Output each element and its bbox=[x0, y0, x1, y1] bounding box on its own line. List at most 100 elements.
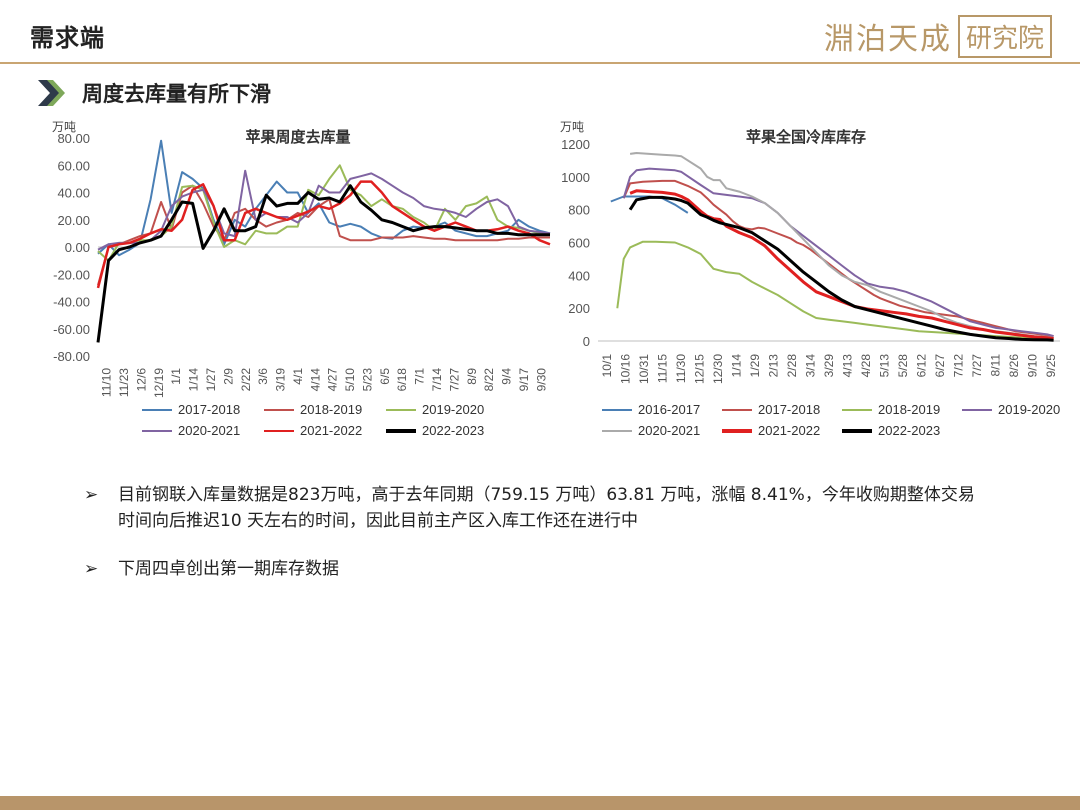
x-tick-label: 4/13 bbox=[840, 354, 854, 378]
x-tick-label: 2/28 bbox=[785, 354, 799, 378]
series-line-2019-2020 bbox=[97, 164, 551, 262]
bullet-item: ➢ 目前钢联入库量数据是823万吨，高于去年同期（759.15 万吨）63.81… bbox=[84, 482, 984, 534]
legend-swatch bbox=[722, 428, 752, 433]
legend-label: 2020-2021 bbox=[638, 423, 701, 438]
legend-item: 2022-2023 bbox=[386, 423, 494, 438]
legend-swatch bbox=[842, 408, 872, 411]
x-tick-label: 1/14 bbox=[187, 368, 201, 392]
x-tick-label: 11/30 bbox=[674, 354, 688, 383]
x-tick-label: 8/9 bbox=[465, 368, 479, 385]
legend-item: 2019-2020 bbox=[386, 402, 494, 417]
series-line-2022-2023 bbox=[96, 184, 550, 343]
legend-label: 2020-2021 bbox=[178, 423, 241, 438]
y-tick-label: 1000 bbox=[561, 170, 590, 185]
legend-item: 2021-2022 bbox=[722, 423, 828, 438]
bullet-arrow-icon: ➢ bbox=[84, 559, 99, 579]
x-tick-label: 7/12 bbox=[951, 354, 965, 378]
bullet-text: 下周四卓创出第一期库存数据 bbox=[118, 559, 339, 579]
y-tick-label: 200 bbox=[568, 301, 590, 316]
y-tick-label: 800 bbox=[568, 203, 590, 218]
legend-swatch bbox=[386, 408, 416, 411]
legend-item: 2019-2020 bbox=[962, 402, 1068, 417]
x-tick-label: 3/29 bbox=[822, 354, 836, 378]
legend-swatch bbox=[264, 429, 294, 432]
x-tick-label: 4/14 bbox=[308, 368, 322, 392]
y-tick-label: 40.00 bbox=[57, 186, 90, 201]
x-tick-label: 6/18 bbox=[395, 368, 409, 392]
y-tick-label: 400 bbox=[568, 268, 590, 283]
y-tick-label: 1200 bbox=[561, 137, 590, 152]
legend-swatch bbox=[602, 429, 632, 432]
x-tick-label: 7/27 bbox=[970, 354, 984, 378]
chart-title: 苹果周度去库量 bbox=[245, 128, 350, 146]
y-tick-label: 0 bbox=[583, 334, 590, 349]
legend-item: 2017-2018 bbox=[722, 402, 828, 417]
legend-label: 2017-2018 bbox=[178, 402, 241, 417]
x-tick-label: 11/10 bbox=[100, 368, 114, 397]
y-tick-label: -20.00 bbox=[53, 267, 90, 282]
legend-swatch bbox=[142, 429, 172, 432]
brand-logo: 淵泊天成 研究院 bbox=[824, 14, 1052, 58]
y-unit-label: 万吨 bbox=[52, 120, 76, 134]
series-line-2022-2023 bbox=[628, 195, 1054, 342]
cold-storage-legend: 2016-2017 2017-2018 2018-2019 2019-2020 2020… bbox=[602, 402, 1068, 438]
section-header: 周度去库量有所下滑 bbox=[38, 78, 271, 108]
x-tick-label: 7/14 bbox=[430, 368, 444, 392]
x-tick-label: 7/27 bbox=[447, 368, 461, 392]
legend-label: 2022-2023 bbox=[422, 423, 485, 438]
x-tick-label: 12/6 bbox=[134, 368, 148, 392]
x-tick-label: 9/10 bbox=[1025, 354, 1039, 378]
legend-swatch bbox=[602, 408, 632, 411]
x-tick-label: 4/1 bbox=[291, 368, 305, 385]
legend-label: 2021-2022 bbox=[758, 423, 821, 438]
header-divider bbox=[0, 62, 1080, 64]
x-tick-label: 9/30 bbox=[534, 368, 548, 392]
x-tick-label: 6/5 bbox=[378, 368, 392, 385]
x-tick-label: 10/1 bbox=[600, 354, 614, 378]
x-tick-label: 10/31 bbox=[637, 354, 651, 384]
y-tick-label: 60.00 bbox=[57, 158, 90, 173]
legend-item: 2017-2018 bbox=[142, 402, 250, 417]
legend-swatch bbox=[962, 408, 992, 411]
x-tick-label: 4/27 bbox=[326, 368, 340, 392]
bullet-list: ➢ 目前钢联入库量数据是823万吨，高于去年同期（759.15 万吨）63.81… bbox=[84, 482, 984, 604]
y-tick-label: 20.00 bbox=[57, 213, 90, 228]
legend-item: 2018-2019 bbox=[842, 402, 948, 417]
legend-swatch bbox=[842, 428, 872, 433]
x-tick-label: 3/19 bbox=[274, 368, 288, 392]
bullet-text: 目前钢联入库量数据是823万吨，高于去年同期（759.15 万吨）63.81 万… bbox=[118, 485, 975, 531]
legend-label: 2018-2019 bbox=[878, 402, 941, 417]
x-tick-label: 11/15 bbox=[656, 354, 670, 383]
legend-item: 2020-2021 bbox=[142, 423, 250, 438]
x-tick-label: 1/1 bbox=[169, 368, 183, 385]
legend-item: 2018-2019 bbox=[264, 402, 372, 417]
legend-item: 2022-2023 bbox=[842, 423, 948, 438]
y-tick-label: 80.00 bbox=[57, 131, 90, 146]
double-chevron-right-icon bbox=[38, 80, 65, 106]
x-tick-label: 5/10 bbox=[343, 368, 357, 392]
y-unit-label: 万吨 bbox=[560, 120, 584, 134]
x-tick-label: 5/28 bbox=[896, 354, 910, 378]
legend-label: 2017-2018 bbox=[758, 402, 821, 417]
x-tick-label: 2/22 bbox=[239, 368, 253, 392]
x-tick-label: 12/15 bbox=[693, 354, 707, 384]
legend-item: 2020-2021 bbox=[602, 423, 708, 438]
x-tick-label: 3/6 bbox=[256, 368, 270, 385]
legend-label: 2019-2020 bbox=[998, 402, 1061, 417]
legend-swatch bbox=[386, 428, 416, 433]
chart-title: 苹果全国冷库库存 bbox=[746, 128, 866, 146]
y-tick-label: -40.00 bbox=[53, 295, 90, 310]
legend-label: 2016-2017 bbox=[638, 402, 701, 417]
x-tick-label: 9/17 bbox=[517, 368, 531, 392]
x-tick-label: 5/13 bbox=[877, 354, 891, 378]
series-line-2019-2020 bbox=[622, 167, 1054, 338]
legend-label: 2022-2023 bbox=[878, 423, 941, 438]
page-title: 需求端 bbox=[30, 24, 105, 52]
legend-item: 2021-2022 bbox=[264, 423, 372, 438]
x-tick-label: 3/14 bbox=[804, 354, 818, 378]
footer-bar bbox=[0, 796, 1080, 810]
section-title: 周度去库量有所下滑 bbox=[82, 82, 271, 106]
logo-box-text: 研究院 bbox=[957, 14, 1052, 58]
legend-swatch bbox=[142, 408, 172, 411]
x-tick-label: 11/23 bbox=[117, 368, 131, 397]
